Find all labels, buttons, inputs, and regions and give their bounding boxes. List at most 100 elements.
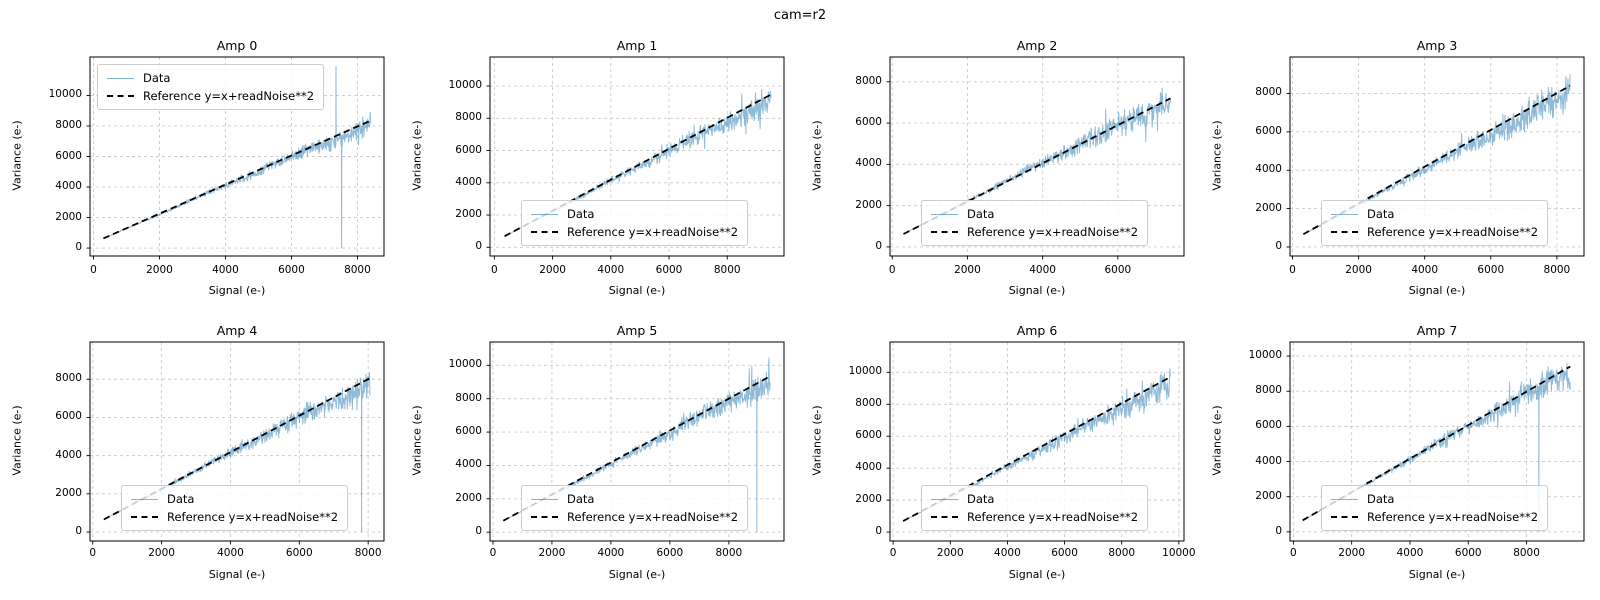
legend-label-reference: Reference y=x+readNoise**2 — [567, 509, 739, 524]
subplot-title: Amp 6 — [1016, 323, 1058, 338]
legend-label-reference: Reference y=x+readNoise**2 — [967, 224, 1139, 239]
legend-item-reference: Reference y=x+readNoise**2 — [131, 508, 338, 526]
axes-frame — [89, 341, 385, 542]
legend-item-reference: Reference y=x+readNoise**2 — [531, 223, 738, 241]
legend-label-reference: Reference y=x+readNoise**2 — [1367, 509, 1539, 524]
y-tick-label: 4000 — [55, 180, 82, 193]
x-tick-label: 4000 — [1411, 264, 1439, 276]
x-tick-label: 2000 — [539, 264, 566, 276]
x-tick-label: 0 — [491, 264, 498, 276]
legend: Data Reference y=x+readNoise**2 — [1321, 200, 1549, 246]
reference-line — [1302, 365, 1571, 522]
x-tick-label: 8000 — [1108, 547, 1136, 559]
y-tick-label: 10000 — [448, 358, 482, 371]
data-line-swatch — [931, 498, 958, 500]
x-axis-label: Signal (e-) — [1408, 568, 1466, 581]
y-tick-label: 8000 — [55, 372, 82, 385]
data-line-swatch — [931, 213, 958, 215]
y-tick-label: 0 — [875, 525, 882, 538]
tick-marks — [886, 371, 1180, 545]
x-tick-label: 0 — [90, 264, 97, 276]
x-tick-label: 2000 — [1338, 547, 1366, 559]
subplot-title: Amp 7 — [1416, 323, 1458, 338]
x-tick-label: 10000 — [1162, 547, 1196, 559]
subplot-title: Amp 5 — [616, 323, 658, 338]
y-tick-label: 2000 — [55, 486, 82, 499]
x-tick-label: 2000 — [936, 547, 964, 559]
reference-line — [103, 119, 371, 240]
reference-line-swatch — [107, 95, 134, 97]
data-line-swatch — [1331, 213, 1358, 215]
legend-item-data: Data — [531, 205, 738, 223]
reference-line-swatch — [931, 516, 958, 518]
y-axis-label: Variance (e-) — [810, 404, 824, 476]
y-axis-label: Variance (e-) — [1210, 119, 1224, 191]
reference-line-swatch — [1331, 516, 1358, 518]
y-tick-label: 0 — [875, 239, 882, 252]
tick-marks — [1286, 355, 1528, 545]
x-tick-label: 4000 — [597, 547, 625, 559]
y-tick-label: 8000 — [455, 111, 482, 124]
reference-line — [903, 97, 1171, 235]
legend-label-reference: Reference y=x+readNoise**2 — [567, 224, 739, 239]
reference-line-swatch — [531, 516, 558, 518]
x-axis-label: Signal (e-) — [208, 284, 266, 297]
x-tick-label: 2000 — [148, 547, 175, 559]
x-axis-label: Signal (e-) — [1008, 284, 1066, 297]
y-tick-label: 0 — [475, 525, 482, 538]
x-tick-label: 0 — [1290, 547, 1297, 559]
y-tick-label: 4000 — [55, 448, 82, 461]
x-tick-label: 0 — [489, 547, 497, 559]
y-tick-label: 8000 — [1255, 86, 1282, 99]
x-tick-label: 8000 — [713, 264, 741, 276]
x-tick-label: 0 — [1289, 264, 1296, 276]
y-tick-label: 6000 — [55, 410, 82, 423]
x-tick-label: 4000 — [212, 264, 239, 276]
data-line-swatch — [531, 213, 558, 215]
x-axis-label: Signal (e-) — [208, 568, 266, 581]
y-tick-label: 2000 — [455, 491, 482, 504]
axes-frame — [1289, 341, 1585, 542]
y-tick-label: 2000 — [1255, 489, 1282, 502]
x-tick-label: 4000 — [1029, 264, 1056, 276]
x-tick-label: 8000 — [344, 264, 371, 276]
x-tick-label: 0 — [888, 264, 896, 276]
x-axis-label: Signal (e-) — [608, 568, 666, 581]
legend-label-reference: Reference y=x+readNoise**2 — [167, 509, 339, 524]
legend-label-reference: Reference y=x+readNoise**2 — [967, 509, 1139, 524]
y-tick-label: 8000 — [455, 391, 482, 404]
axes-frame — [489, 341, 785, 542]
subplot-title: Amp 3 — [1416, 38, 1458, 53]
axes-frame — [889, 341, 1185, 542]
y-axis-label: Variance (e-) — [410, 404, 424, 476]
x-tick-label: 2000 — [954, 264, 981, 276]
legend-item-data: Data — [1331, 490, 1538, 508]
legend-item-data: Data — [1331, 205, 1538, 223]
y-tick-label: 0 — [75, 525, 82, 538]
legend-item-data: Data — [131, 490, 338, 508]
tick-marks — [886, 81, 1119, 260]
subplot-title: Amp 1 — [616, 38, 658, 53]
grid-lines — [1290, 342, 1584, 541]
legend: Data Reference y=x+readNoise**2 — [121, 485, 349, 531]
x-tick-label: 0 — [889, 547, 897, 559]
data-line-swatch — [1331, 498, 1358, 500]
x-axis-label: Signal (e-) — [608, 284, 666, 297]
y-tick-label: 10000 — [848, 365, 882, 378]
x-tick-label: 6000 — [1477, 264, 1505, 276]
legend-label-data: Data — [967, 491, 995, 506]
y-axis-label: Variance (e-) — [10, 119, 24, 191]
tick-marks — [486, 364, 730, 545]
axes-frame — [489, 56, 785, 257]
y-tick-label: 8000 — [1255, 384, 1282, 397]
x-tick-label: 8000 — [1543, 264, 1571, 276]
x-tick-label: 2000 — [146, 264, 173, 276]
legend-item-reference: Reference y=x+readNoise**2 — [1331, 508, 1538, 526]
y-tick-label: 2000 — [55, 210, 82, 223]
legend-label-data: Data — [1367, 491, 1395, 506]
y-tick-label: 6000 — [855, 429, 882, 442]
legend-item-reference: Reference y=x+readNoise**2 — [1331, 223, 1538, 241]
x-tick-label: 6000 — [1051, 547, 1078, 559]
y-tick-label: 4000 — [855, 461, 882, 474]
y-tick-label: 10000 — [1248, 349, 1282, 362]
